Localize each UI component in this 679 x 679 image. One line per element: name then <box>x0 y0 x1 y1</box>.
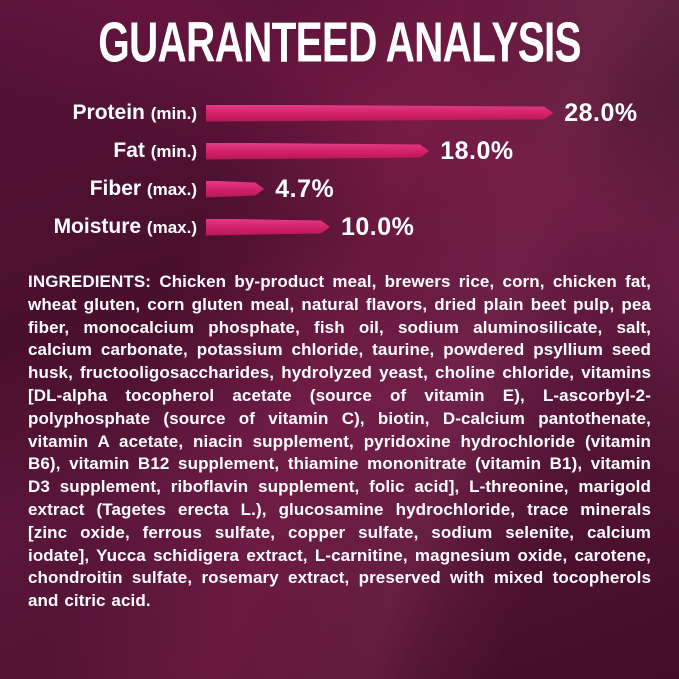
nutrient-name: Fat <box>113 139 145 162</box>
nutrient-name: Protein <box>72 101 145 124</box>
nutrient-qualifier: (min.) <box>150 104 197 123</box>
nutrient-label-protein: Protein (min.) <box>0 101 197 125</box>
nutrient-bar-moisture <box>206 219 330 236</box>
nutrient-value-fiber: 4.7% <box>275 174 335 203</box>
nutrient-row-fat: Fat (min.) 18.0% <box>0 132 679 170</box>
nutrient-name: Fiber <box>89 177 142 200</box>
nutrient-name: Moisture <box>53 215 142 238</box>
nutrient-row-moisture: Moisture (max.) 10.0% <box>0 208 679 246</box>
nutrient-label-fiber: Fiber (max.) <box>0 177 197 201</box>
nutrient-qualifier: (min.) <box>150 142 197 161</box>
nutrient-value-fat: 18.0% <box>440 136 514 165</box>
nutrient-value-protein: 28.0% <box>564 98 638 127</box>
nutrient-qualifier: (max.) <box>146 180 197 199</box>
nutrient-value-moisture: 10.0% <box>341 212 415 241</box>
nutrient-row-fiber: Fiber (max.) 4.7% <box>0 170 679 208</box>
ingredients-text: Chicken by-product meal, brewers rice, c… <box>28 272 651 611</box>
ingredients-paragraph: INGREDIENTS: Chicken by-product meal, br… <box>28 271 651 613</box>
nutrient-label-fat: Fat (min.) <box>0 139 197 163</box>
guaranteed-analysis-chart: Protein (min.) 28.0% Fat (min.) 18.0% Fi… <box>0 94 679 246</box>
nutrient-qualifier: (max.) <box>146 218 197 237</box>
ingredients-heading: INGREDIENTS: <box>28 272 152 291</box>
nutrient-bar-fiber <box>206 181 264 198</box>
page-title: GUARANTEED ANALYSIS <box>98 11 581 75</box>
nutrient-label-moisture: Moisture (max.) <box>0 215 197 239</box>
nutrient-row-protein: Protein (min.) 28.0% <box>0 94 679 132</box>
nutrient-bar-fat <box>206 143 429 160</box>
nutrient-bar-protein <box>206 105 553 122</box>
